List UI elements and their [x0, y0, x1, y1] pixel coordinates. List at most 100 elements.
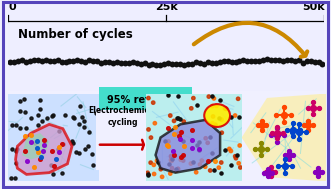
Point [98, 61, 104, 64]
Point [162, 140, 167, 143]
Point [15, 147, 20, 150]
Point [148, 161, 153, 164]
Point [28, 116, 34, 119]
Point [31, 166, 36, 169]
Point [312, 171, 317, 174]
Point [292, 59, 298, 62]
Point [94, 60, 100, 63]
Point [91, 60, 96, 63]
Point [14, 162, 19, 165]
Polygon shape [156, 120, 220, 173]
Point [166, 140, 171, 143]
Point [57, 146, 62, 149]
Point [181, 120, 186, 123]
Point [47, 59, 52, 62]
Point [227, 147, 232, 150]
Point [259, 128, 264, 131]
Point [260, 58, 266, 61]
Point [71, 60, 76, 63]
Point [34, 147, 40, 150]
Point [213, 61, 218, 64]
Point [194, 103, 199, 106]
Point [209, 94, 214, 97]
Point [151, 101, 156, 104]
Point [249, 59, 254, 62]
Point [228, 149, 234, 153]
Point [13, 123, 18, 126]
Point [196, 148, 202, 151]
Point [265, 171, 271, 174]
Point [275, 131, 280, 134]
Point [274, 127, 280, 130]
Point [55, 59, 60, 62]
Point [286, 149, 292, 152]
Point [222, 107, 228, 110]
Point [57, 150, 62, 153]
Text: Electrochemical
cycling: Electrochemical cycling [88, 106, 157, 127]
Point [310, 124, 315, 127]
Point [34, 140, 40, 143]
Point [44, 116, 49, 119]
Point [173, 62, 179, 65]
Point [21, 97, 26, 100]
Point [70, 139, 75, 142]
Point [106, 60, 112, 63]
Point [190, 161, 196, 164]
Point [37, 108, 42, 111]
Point [269, 171, 274, 174]
Point [300, 62, 306, 65]
Point [281, 113, 286, 116]
Point [201, 63, 207, 66]
Point [169, 62, 175, 65]
Point [203, 165, 208, 168]
Point [60, 172, 65, 175]
Point [20, 59, 25, 62]
Point [8, 60, 13, 63]
Point [306, 119, 311, 122]
Point [175, 94, 181, 98]
Point [306, 128, 311, 131]
Point [312, 60, 317, 64]
Point [122, 61, 127, 64]
Point [173, 125, 178, 128]
Point [268, 170, 273, 173]
Point [219, 118, 224, 121]
Point [257, 60, 262, 63]
Point [205, 61, 211, 64]
Polygon shape [242, 94, 326, 181]
Point [238, 166, 243, 169]
Point [35, 124, 40, 127]
Point [67, 59, 72, 62]
Point [77, 104, 82, 107]
Point [213, 123, 218, 126]
Point [269, 131, 275, 134]
Point [285, 128, 290, 131]
Point [289, 164, 294, 167]
Point [222, 149, 227, 152]
Point [196, 140, 202, 143]
Point [316, 171, 321, 174]
Point [310, 106, 316, 109]
Point [79, 60, 84, 63]
Point [171, 133, 176, 136]
Point [14, 150, 19, 153]
Point [205, 160, 210, 163]
Point [263, 124, 268, 127]
Point [291, 122, 296, 125]
Point [167, 114, 173, 117]
Point [272, 58, 278, 61]
Point [57, 130, 62, 133]
Point [9, 176, 14, 179]
Point [169, 167, 175, 170]
Point [276, 59, 282, 62]
Point [166, 162, 171, 165]
Text: 95% retention: 95% retention [107, 95, 185, 105]
Text: 50k: 50k [302, 2, 324, 12]
Point [83, 60, 88, 63]
Point [276, 164, 281, 167]
Point [81, 126, 87, 129]
Point [110, 61, 116, 64]
Point [41, 139, 47, 142]
Point [275, 126, 280, 129]
Point [138, 63, 143, 66]
